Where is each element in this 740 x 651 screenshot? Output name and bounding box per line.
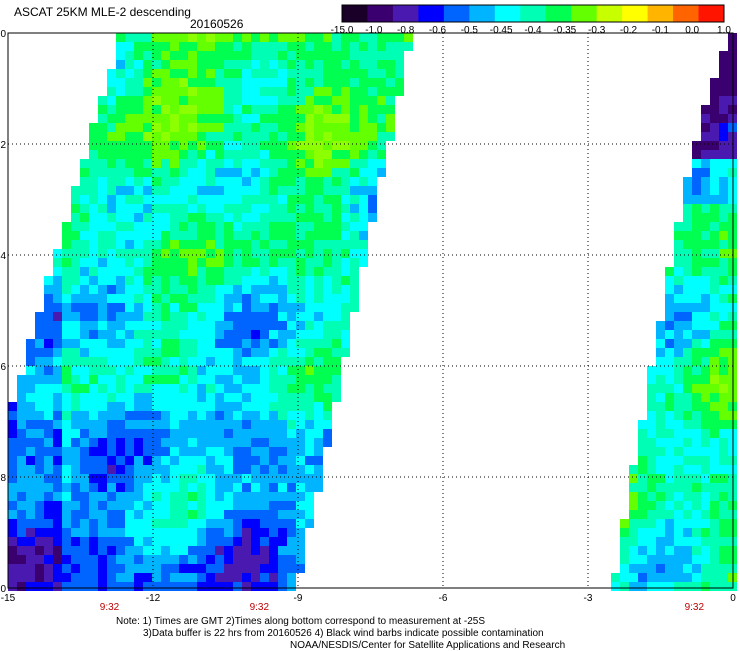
latitude-label: -26 <box>0 362 6 373</box>
footnote-credit: NOAA/NESDIS/Center for Satellite Applica… <box>290 640 566 651</box>
latitude-label: -20 <box>0 29 6 40</box>
colorbar-swatch <box>418 5 445 22</box>
colorbar-swatch <box>673 5 700 22</box>
colorbar-tick-label: -0.6 <box>428 25 447 36</box>
footnote-line-1: Note: 1) Times are GMT 2)Times along bot… <box>116 616 486 627</box>
colorbar-tick-label: -0.2 <box>619 25 638 36</box>
longitude-label: 0 <box>730 593 736 604</box>
colorbar <box>341 4 725 23</box>
latitude-label: -24 <box>0 251 6 262</box>
pass-time-label: 9:32 <box>685 602 705 613</box>
colorbar-tick-label: -0.45 <box>489 25 513 36</box>
colorbar-tick-label: -0.1 <box>651 25 669 36</box>
colorbar-tick-label: 0.0 <box>685 25 700 36</box>
colorbar-swatch <box>520 5 547 22</box>
colorbar-swatch <box>571 5 598 22</box>
chart-date: 20160526 <box>190 17 244 31</box>
latitude-label: -22 <box>0 140 6 151</box>
longitude-label: -6 <box>439 593 448 604</box>
chart-title: ASCAT 25KM MLE-2 descending <box>14 5 191 19</box>
footnote-line-2: 3)Data buffer is 22 hrs from 20160526 4)… <box>143 628 544 639</box>
colorbar-swatch <box>367 5 394 22</box>
colorbar-tick-label: -1.0 <box>365 25 383 36</box>
longitude-label: -3 <box>584 593 593 604</box>
colorbar-swatch <box>469 5 496 22</box>
plot-frame <box>7 32 734 589</box>
colorbar-swatch <box>545 5 572 22</box>
colorbar-tick-label: -0.5 <box>460 25 478 36</box>
longitude-label: -9 <box>294 593 303 604</box>
colorbar-swatch <box>698 5 725 22</box>
colorbar-tick-label: -0.4 <box>524 25 542 36</box>
colorbar-swatch <box>596 5 623 22</box>
colorbar-tick-label: -15.0 <box>330 25 354 36</box>
colorbar-tick-label: -0.3 <box>588 25 606 36</box>
colorbar-tick-labels: -15.0 -1.0 -0.8 -0.6 -0.5 -0.45 -0.4 -0.35 -0.3 -… <box>331 25 731 37</box>
pass-time-label: 9:32 <box>250 602 270 613</box>
colorbar-swatch <box>622 5 649 22</box>
colorbar-swatch <box>443 5 470 22</box>
colorbar-swatch <box>342 5 368 22</box>
colorbar-swatch <box>494 5 521 22</box>
latitude-label: -28 <box>0 473 6 484</box>
colorbar-swatch <box>647 5 674 22</box>
latitude-labels: -20 -22 -24 -26 -28 -30 <box>0 29 6 595</box>
colorbar-frame <box>341 4 725 23</box>
colorbar-tick-label: 1.0 <box>717 25 731 36</box>
longitude-label: -12 <box>146 593 161 604</box>
latitude-label: -30 <box>0 584 6 595</box>
colorbar-tick-label: -0.8 <box>397 25 415 36</box>
longitude-labels: -15 -12 -9 -6 -3 0 <box>1 593 736 604</box>
colorbar-swatch <box>392 5 419 22</box>
pass-time-label: 9:32 <box>100 602 120 613</box>
pass-time-labels: 9:32 9:32 9:32 <box>100 602 705 613</box>
colorbar-tick-label: -0.35 <box>553 25 577 36</box>
longitude-label: -15 <box>1 593 16 604</box>
satellite-swaths <box>8 33 737 591</box>
